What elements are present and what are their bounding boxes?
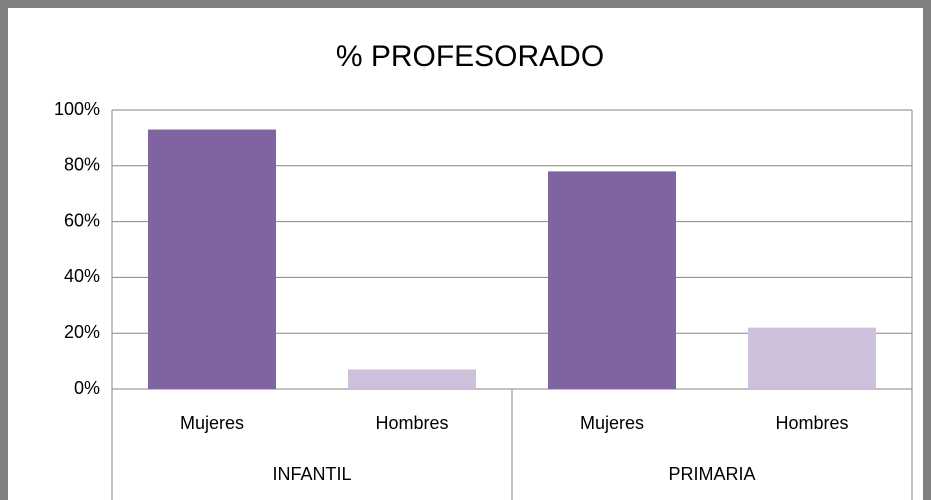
x-tick-label: Mujeres: [580, 413, 644, 433]
y-tick-label: 20%: [64, 322, 100, 342]
y-tick-label: 80%: [64, 155, 100, 175]
y-tick-label: 40%: [64, 266, 100, 286]
y-tick-label: 0%: [74, 378, 100, 398]
bar: [148, 129, 276, 389]
y-tick-label: 60%: [64, 210, 100, 230]
group-label: PRIMARIA: [668, 464, 755, 484]
bar: [748, 327, 876, 389]
x-tick-label: Hombres: [775, 413, 848, 433]
y-tick-label: 100%: [54, 99, 100, 119]
bar: [548, 171, 676, 389]
x-tick-label: Mujeres: [180, 413, 244, 433]
chart-title: % PROFESORADO: [336, 40, 604, 73]
group-label: INFANTIL: [272, 464, 351, 484]
x-tick-label: Hombres: [375, 413, 448, 433]
bar: [348, 369, 476, 389]
